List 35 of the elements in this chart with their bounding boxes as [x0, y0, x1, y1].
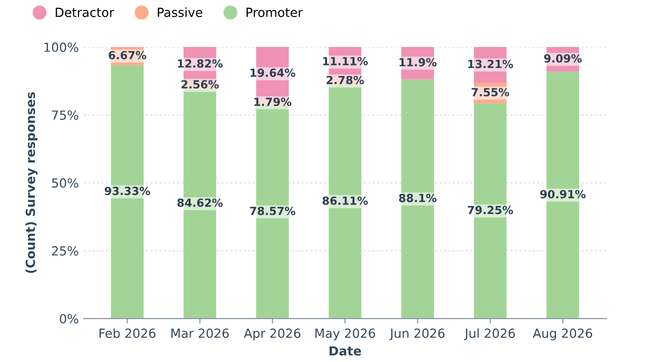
- x-tick-label: Mar 2026: [171, 328, 229, 338]
- y-tick-label: 0%: [60, 314, 78, 324]
- y-tick-label: 100%: [44, 42, 78, 52]
- data-label: 7.55%: [472, 88, 510, 96]
- data-label: 9.09%: [544, 54, 582, 63]
- data-label: 2.56%: [181, 80, 219, 89]
- legend-label: Passive: [158, 7, 202, 18]
- data-label: 88.1%: [399, 194, 437, 202]
- x-tick-label: Apr 2026: [244, 328, 300, 340]
- data-label: 2.78%: [326, 76, 364, 84]
- data-label: 11.11%: [323, 56, 368, 66]
- y-axis-title: (Count) Survey responses: [25, 92, 38, 273]
- y-tick-label: 25%: [52, 246, 78, 256]
- data-label: 84.62%: [177, 198, 223, 207]
- data-label: 12.82%: [178, 59, 223, 68]
- x-tick-label: Aug 2026: [532, 328, 592, 340]
- data-label: 90.91%: [540, 190, 586, 198]
- data-label: 11.9%: [400, 58, 437, 66]
- data-label: 78.57%: [250, 206, 296, 216]
- y-tick-label: 50%: [52, 178, 78, 188]
- data-label: 19.64%: [250, 68, 296, 77]
- legend-label: Detractor: [56, 8, 114, 18]
- x-tick-label: Feb 2026: [100, 328, 156, 338]
- data-label: 1.79%: [254, 98, 292, 106]
- x-axis-title: Date: [330, 346, 362, 356]
- x-tick-label: Jul 2026: [464, 328, 515, 340]
- x-tick-label: May 2026: [315, 328, 376, 340]
- data-label: 79.25%: [468, 206, 514, 214]
- data-label: 13.21%: [468, 60, 514, 68]
- y-tick-label: 75%: [52, 110, 78, 120]
- data-label: 6.67%: [108, 50, 146, 60]
- data-label: 86.11%: [322, 196, 368, 205]
- data-label: 93.33%: [104, 186, 150, 196]
- legend-label: Promoter: [246, 8, 303, 18]
- x-tick-label: Jun 2026: [389, 328, 445, 340]
